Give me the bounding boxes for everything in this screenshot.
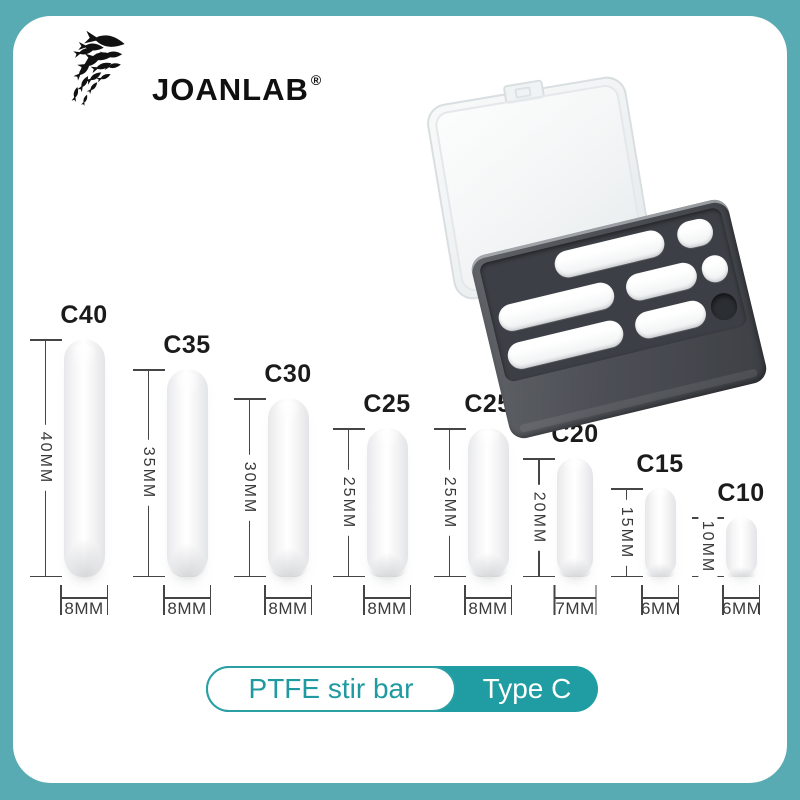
brand-logo: JOANLAB ® — [50, 28, 323, 116]
width-label: 8MM — [167, 599, 207, 618]
dimension-cap — [610, 575, 643, 577]
length-dimension: 30MM — [233, 398, 266, 577]
storage-box — [424, 73, 775, 442]
length-label: 10MM — [697, 513, 718, 581]
stir-bar-in-slot — [699, 252, 731, 285]
length-label: 30MM — [239, 454, 260, 521]
width-label: 8MM — [268, 599, 308, 618]
width-dimension: 8MM — [163, 585, 211, 618]
stir-bar — [63, 339, 105, 578]
dimension-cap — [523, 575, 555, 577]
model-label: C15 — [636, 450, 684, 478]
length-dimension: 10MM — [691, 513, 724, 581]
dimension-cap — [433, 575, 466, 577]
length-dimension: 20MM — [523, 458, 555, 577]
width-dimension: 8MM — [264, 585, 312, 618]
dimension-line — [553, 597, 597, 599]
model-label: C30 — [264, 360, 312, 388]
stir-bar-group: C30 30MM 8MM — [233, 360, 312, 618]
stir-bar-in-slot — [674, 216, 716, 251]
product-banner: Type C PTFE stir bar — [206, 666, 598, 712]
width-label: 8MM — [468, 599, 508, 618]
stir-bar — [267, 398, 309, 577]
stir-bar — [725, 517, 757, 577]
dimension-line — [163, 597, 211, 599]
model-label: C10 — [717, 479, 765, 507]
length-dimension: 35MM — [132, 369, 165, 577]
width-label: 6MM — [722, 599, 762, 618]
length-label: 15MM — [616, 499, 637, 566]
empty-foam-slot — [708, 290, 740, 323]
width-dimension: 8MM — [363, 585, 411, 618]
dimension-cap — [233, 575, 266, 577]
stir-bar — [366, 428, 408, 578]
width-label: 7MM — [555, 599, 595, 618]
length-dimension: 40MM — [29, 339, 62, 577]
stir-bar-group: C10 10MM 6MM — [691, 479, 764, 618]
length-dimension: 15MM — [610, 488, 643, 577]
width-label: 8MM — [367, 599, 407, 618]
product-name-label: PTFE stir bar — [248, 673, 414, 704]
width-dimension: 8MM — [60, 585, 108, 618]
stir-bar-group: C15 15MM 6MM — [610, 450, 683, 618]
dimension-cap — [132, 575, 165, 577]
stir-bar-group: C20 20MM 7MM — [523, 420, 598, 618]
width-dimension: 6MM — [641, 585, 680, 618]
stir-bar-group: C25 25MM 8MM — [433, 390, 512, 618]
type-label: Type C — [482, 673, 572, 704]
dimension-cap — [29, 575, 62, 577]
stir-bar — [644, 488, 676, 577]
length-label: 35MM — [138, 439, 159, 507]
width-dimension: 6MM — [722, 585, 761, 618]
stir-bar-in-slot — [632, 297, 709, 342]
model-label: C25 — [363, 390, 411, 418]
length-dimension: 25MM — [332, 428, 365, 577]
stir-bar — [166, 369, 208, 577]
width-dimension: 8MM — [464, 585, 512, 618]
length-dimension: 25MM — [433, 428, 466, 577]
width-label: 8MM — [64, 599, 104, 618]
length-label: 20MM — [529, 484, 549, 551]
model-label: C40 — [60, 301, 108, 329]
stir-bar-group: C25 25MM 8MM — [332, 390, 411, 618]
dimension-line — [60, 597, 108, 599]
registered-mark: ® — [310, 71, 323, 88]
dimension-line — [641, 597, 679, 599]
dimension-line — [363, 597, 411, 599]
stir-bar-group: C40 40MM 8MM — [29, 301, 108, 618]
stir-bar-group: C35 35MM 8MM — [132, 331, 211, 618]
stir-bar — [467, 428, 509, 578]
product-name-pill: PTFE stir bar — [206, 666, 456, 712]
dimension-line — [722, 597, 760, 599]
brand-name: JOANLAB ® — [152, 71, 323, 108]
length-label: 25MM — [439, 469, 460, 536]
model-label: C35 — [163, 331, 211, 359]
dimension-cap — [332, 575, 365, 577]
dimension-line — [264, 597, 312, 599]
fish-school-icon — [71, 30, 126, 106]
dimension-line — [464, 597, 512, 599]
stir-bar — [557, 458, 593, 577]
width-dimension: 7MM — [553, 585, 597, 618]
width-label: 6MM — [641, 599, 681, 618]
brand-text: JOANLAB — [152, 72, 309, 107]
length-label: 25MM — [338, 469, 359, 536]
stir-bar-in-slot — [623, 260, 700, 304]
length-label: 40MM — [35, 424, 56, 492]
